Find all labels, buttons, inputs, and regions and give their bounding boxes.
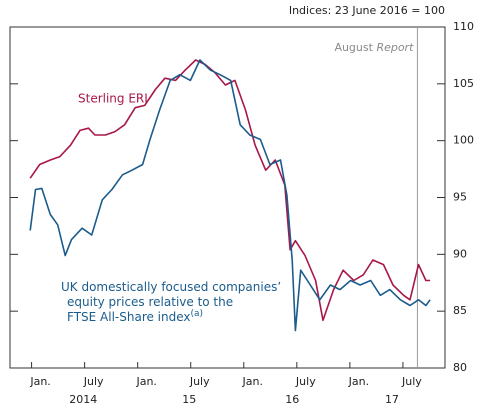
series-line [29, 59, 431, 332]
x-tick-label: Jan. [242, 375, 263, 388]
series-line [29, 59, 431, 322]
series-label: FTSE All-Share index(a) [67, 309, 203, 324]
year-label: 2014 [69, 393, 97, 406]
x-tick-label: Jan. [29, 375, 50, 388]
y-tick-label: 105 [453, 77, 474, 90]
x-tick-label: July [83, 375, 104, 388]
annotation-text: August [334, 41, 373, 54]
y-tick-label: 90 [453, 247, 467, 260]
annotation: August Report [334, 41, 414, 54]
series-label-line: FTSE All-Share index [67, 310, 191, 324]
year-label: 15 [182, 393, 196, 406]
series-label: UK domestically focused companies’ [61, 280, 281, 294]
chart-subtitle: Indices: 23 June 2016 = 100 [289, 4, 445, 17]
series-label: equity prices relative to the [67, 295, 233, 309]
y-tick-label: 110 [453, 20, 474, 33]
series-note: (a) [191, 309, 204, 319]
y-tick-label: 95 [453, 191, 467, 204]
year-label: 17 [385, 393, 399, 406]
annotation-emph: Report [376, 41, 414, 54]
x-tick-label: July [189, 375, 210, 388]
y-tick-label: 100 [453, 134, 474, 147]
x-tick-label: Jan. [348, 375, 369, 388]
x-tick-label: Jan. [135, 375, 156, 388]
series-label-line: equity prices relative to the [67, 295, 233, 309]
year-label: 16 [285, 393, 299, 406]
series-label: Sterling ERI [78, 92, 148, 106]
x-tick-label: July [295, 375, 316, 388]
y-tick-label: 80 [453, 361, 467, 374]
x-tick-label: July [401, 375, 422, 388]
series-label-line: UK domestically focused companies’ [61, 280, 281, 294]
y-tick-label: 85 [453, 304, 467, 317]
